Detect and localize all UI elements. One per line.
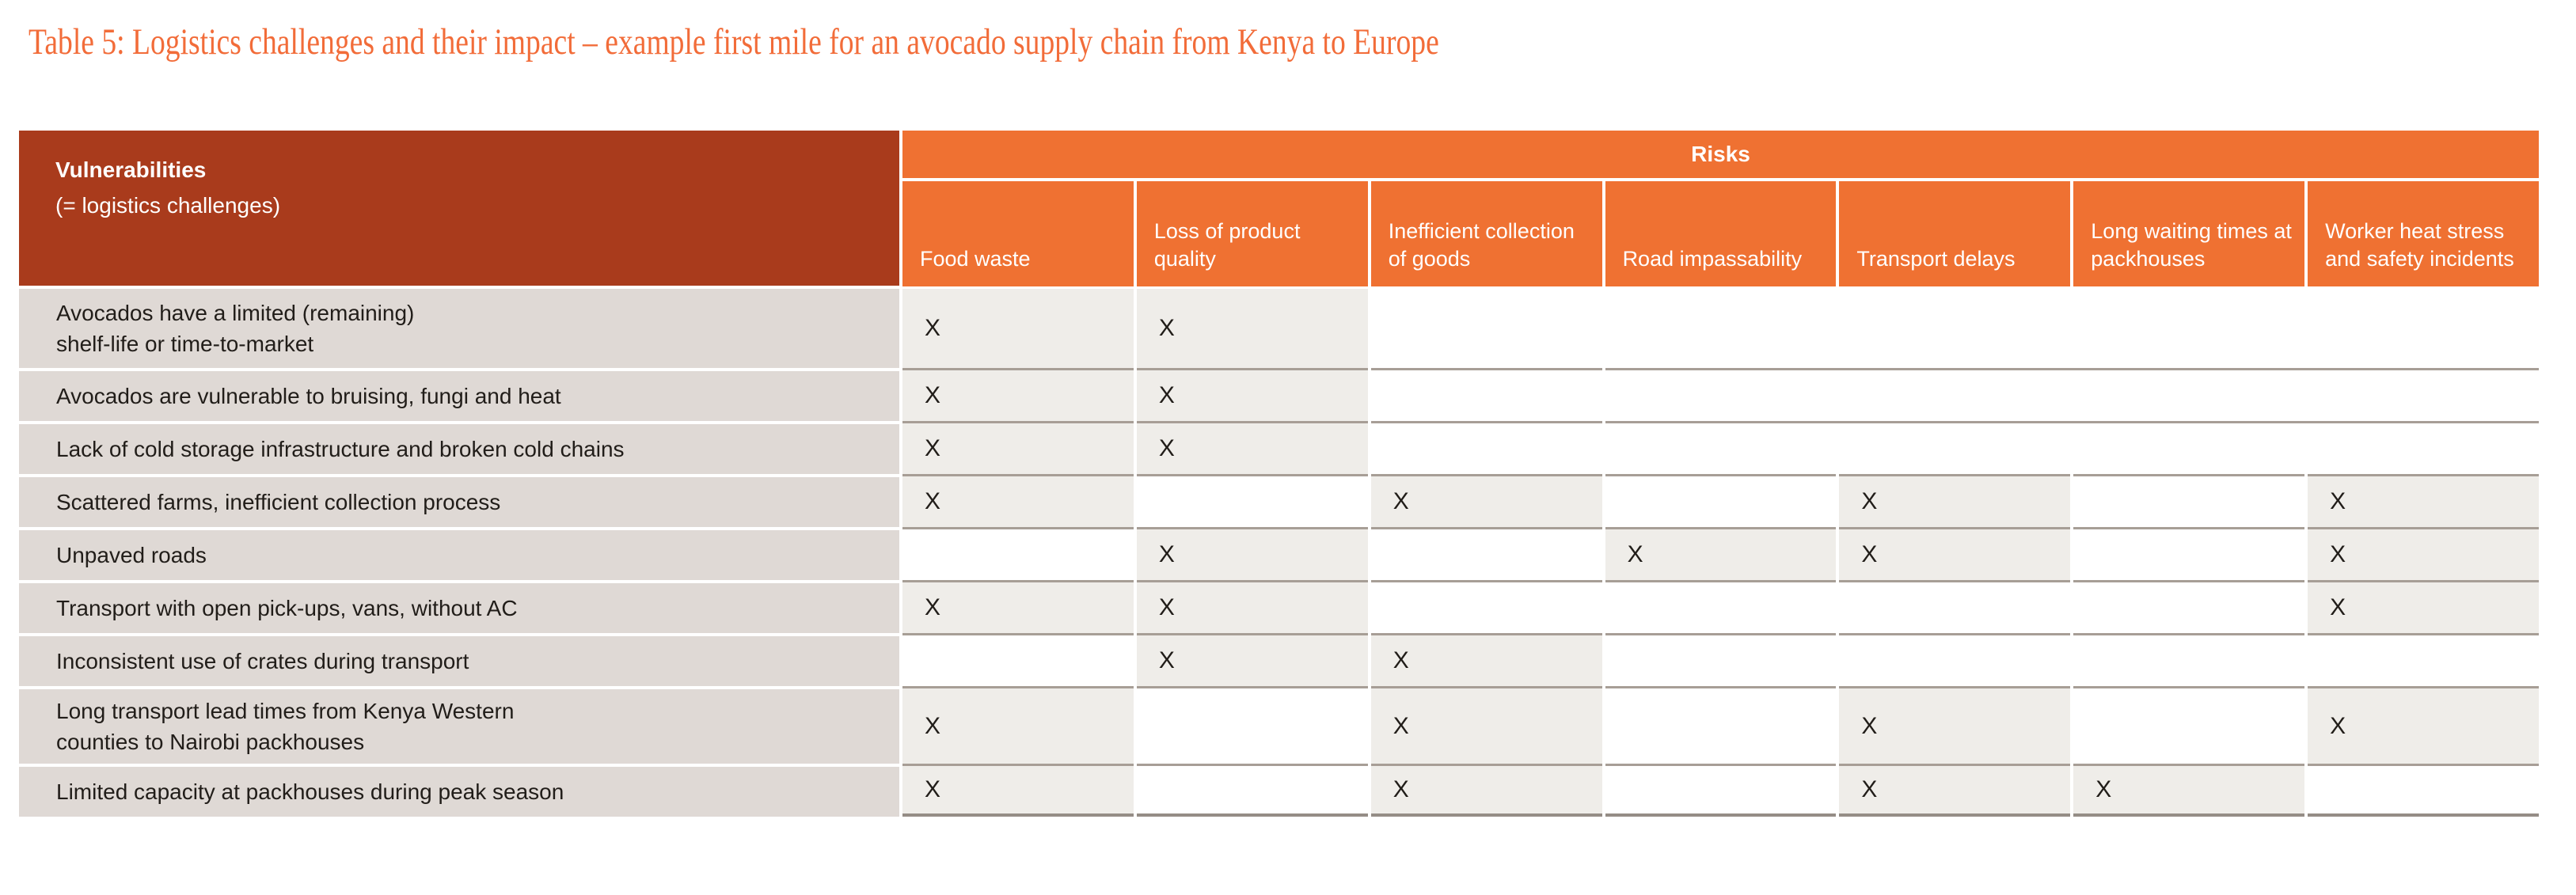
row-label-6: Inconsistent use of crates during transp… (19, 633, 899, 686)
risk-cell-r8-c0: X (902, 764, 1134, 817)
risk-cell-r5-c2 (1370, 580, 1602, 633)
risk-cell-r3-c3 (1605, 474, 1837, 527)
risk-column-header-2: Inefficient collection of goods (1370, 181, 1602, 289)
risk-cell-r7-c3 (1605, 686, 1837, 764)
risk-cell-r5-c3 (1605, 580, 1837, 633)
risk-cell-r3-c0: X (902, 474, 1134, 527)
risk-cell-r4-c2 (1370, 527, 1602, 580)
risk-cell-r4-c6: X (2308, 527, 2539, 580)
risk-cell-r3-c2: X (1370, 474, 1602, 527)
risk-cell-r6-c3 (1605, 633, 1837, 686)
row-label-2: Lack of cold storage infrastructure and … (19, 421, 899, 474)
row-label-3: Scattered farms, inefficient collection … (19, 474, 899, 527)
risk-cell-r3-c5 (2073, 474, 2305, 527)
risk-cell-r2-c2 (1370, 421, 1602, 474)
logistics-table: Vulnerabilities (= logistics challenges)… (19, 131, 2539, 817)
risk-cell-r3-c1 (1136, 474, 1368, 527)
risk-cell-r8-c6 (2308, 764, 2539, 817)
risk-cell-r6-c1: X (1136, 633, 1368, 686)
risk-cell-r1-c1: X (1136, 368, 1368, 421)
risk-cell-r5-c6: X (2308, 580, 2539, 633)
row-label-1: Avocados are vulnerable to bruising, fun… (19, 368, 899, 421)
risk-cell-r6-c2: X (1370, 633, 1602, 686)
risk-cell-r6-c6 (2308, 633, 2539, 686)
risk-column-header-5: Long waiting times at packhouses (2073, 181, 2305, 289)
risk-cell-r7-c0: X (902, 686, 1134, 764)
row-label-4: Unpaved roads (19, 527, 899, 580)
risk-column-header-1: Loss of product quality (1136, 181, 1368, 289)
risk-cell-r4-c1: X (1136, 527, 1368, 580)
risk-column-header-6: Worker heat stress and safety incidents (2308, 181, 2539, 289)
risk-cell-r6-c5 (2073, 633, 2305, 686)
risk-cell-r4-c0 (902, 527, 1134, 580)
risk-cell-r5-c5 (2073, 580, 2305, 633)
risk-cell-r5-c4 (1839, 580, 2071, 633)
risk-cell-r7-c6: X (2308, 686, 2539, 764)
risks-header-cell: Risks (902, 131, 2539, 181)
merged-empty-cell-row1 (1605, 368, 2539, 421)
vulnerabilities-header-cell: Vulnerabilities (= logistics challenges) (19, 131, 899, 289)
risk-cell-r0-c0: X (902, 289, 1134, 368)
risk-cell-r0-c1: X (1136, 289, 1368, 368)
row-label-0: Avocados have a limited (remaining) shel… (19, 289, 899, 368)
risk-cell-r7-c4: X (1839, 686, 2071, 764)
vulnerabilities-header-title: Vulnerabilities (55, 157, 207, 182)
risk-cell-r7-c2: X (1370, 686, 1602, 764)
risk-cell-r0-c2 (1370, 289, 1602, 368)
risk-cell-r8-c3 (1605, 764, 1837, 817)
row-label-8: Limited capacity at packhouses during pe… (19, 764, 899, 817)
table-title: Table 5: Logistics challenges and their … (28, 21, 1791, 63)
merged-empty-cell-row0 (1605, 289, 2539, 368)
row-label-7: Long transport lead times from Kenya Wes… (19, 686, 899, 764)
risk-cell-r2-c0: X (902, 421, 1134, 474)
risk-column-header-4: Transport delays (1839, 181, 2071, 289)
risk-cell-r4-c5 (2073, 527, 2305, 580)
table-title-text: Table 5: Logistics challenges and their … (28, 21, 1439, 63)
risk-cell-r6-c4 (1839, 633, 2071, 686)
risk-cell-r4-c4: X (1839, 527, 2071, 580)
risk-column-header-3: Road impassability (1605, 181, 1837, 289)
risk-cell-r6-c0 (902, 633, 1134, 686)
merged-empty-cell-row2 (1605, 421, 2539, 474)
risk-cell-r1-c2 (1370, 368, 1602, 421)
vulnerabilities-header-subtitle: (= logistics challenges) (55, 193, 281, 218)
risk-cell-r5-c1: X (1136, 580, 1368, 633)
risk-cell-r8-c5: X (2073, 764, 2305, 817)
risk-cell-r8-c1 (1136, 764, 1368, 817)
risk-cell-r8-c2: X (1370, 764, 1602, 817)
row-label-5: Transport with open pick-ups, vans, with… (19, 580, 899, 633)
risk-cell-r7-c5 (2073, 686, 2305, 764)
risk-cell-r4-c3: X (1605, 527, 1837, 580)
risk-cell-r3-c6: X (2308, 474, 2539, 527)
risk-cell-r8-c4: X (1839, 764, 2071, 817)
risk-cell-r7-c1 (1136, 686, 1368, 764)
risk-cell-r5-c0: X (902, 580, 1134, 633)
risk-cell-r2-c1: X (1136, 421, 1368, 474)
risk-cell-r3-c4: X (1839, 474, 2071, 527)
risk-cell-r1-c0: X (902, 368, 1134, 421)
risk-column-header-0: Food waste (902, 181, 1134, 289)
